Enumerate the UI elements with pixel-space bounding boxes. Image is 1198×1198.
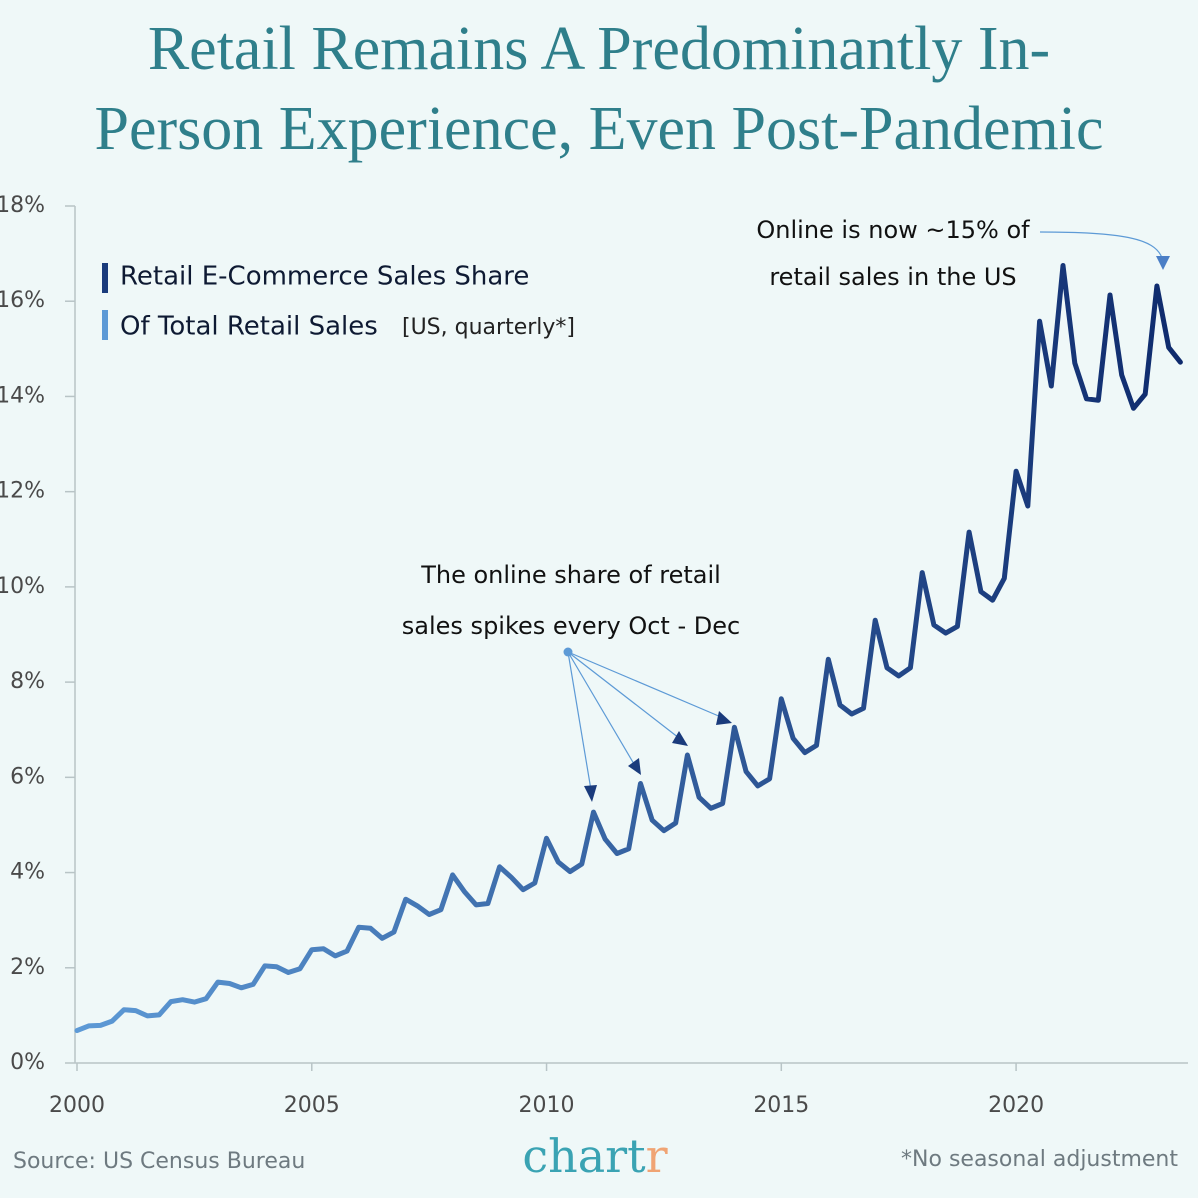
chart-title: Retail Remains A Predominantly In- (148, 15, 1050, 83)
x-tick-label: 2020 (988, 1093, 1044, 1118)
x-tick-label: 2005 (284, 1093, 340, 1118)
y-tick-label: 16% (0, 288, 45, 313)
annotation: retail sales in the US (769, 263, 1016, 291)
brand: chartr (522, 1129, 667, 1183)
data-line (74, 263, 1183, 1034)
y-tick-label: 0% (10, 1050, 45, 1075)
y-tick-label: 8% (10, 669, 45, 694)
y-tick-label: 12% (0, 479, 45, 504)
y-tick-label: 10% (0, 574, 45, 599)
y-tick-label: 18% (0, 193, 45, 218)
legend-text: Retail E-Commerce Sales Share (120, 262, 529, 292)
legend-bar (102, 310, 108, 340)
y-tick-label: 6% (10, 764, 45, 789)
annotation-arrows (567, 231, 1163, 791)
source: Source: US Census Bureau (13, 1149, 305, 1174)
chart-title: Person Experience, Even Post-Pandemic (95, 95, 1104, 163)
brand-part: r (646, 1129, 668, 1183)
brand-part: chart (522, 1129, 646, 1183)
annotation: Online is now ~15% of (756, 216, 1030, 244)
legend-text: Of Total Retail Sales (120, 312, 378, 342)
annotation: The online share of retail (420, 561, 721, 589)
arrow-heads (584, 256, 1170, 802)
x-tick-label: 2000 (49, 1093, 105, 1118)
y-tick-label: 14% (0, 383, 45, 408)
y-tick-label: 2% (10, 955, 45, 980)
legend-bar (102, 263, 108, 293)
x-tick-label: 2015 (753, 1093, 809, 1118)
x-tick-label: 2010 (519, 1093, 575, 1118)
annotation: sales spikes every Oct - Dec (402, 612, 740, 640)
legend-note: [US, quarterly*] (402, 315, 575, 340)
y-tick-label: 4% (10, 860, 45, 885)
footnote: *No seasonal adjustment (901, 1147, 1178, 1172)
annotation-dot (563, 647, 573, 657)
